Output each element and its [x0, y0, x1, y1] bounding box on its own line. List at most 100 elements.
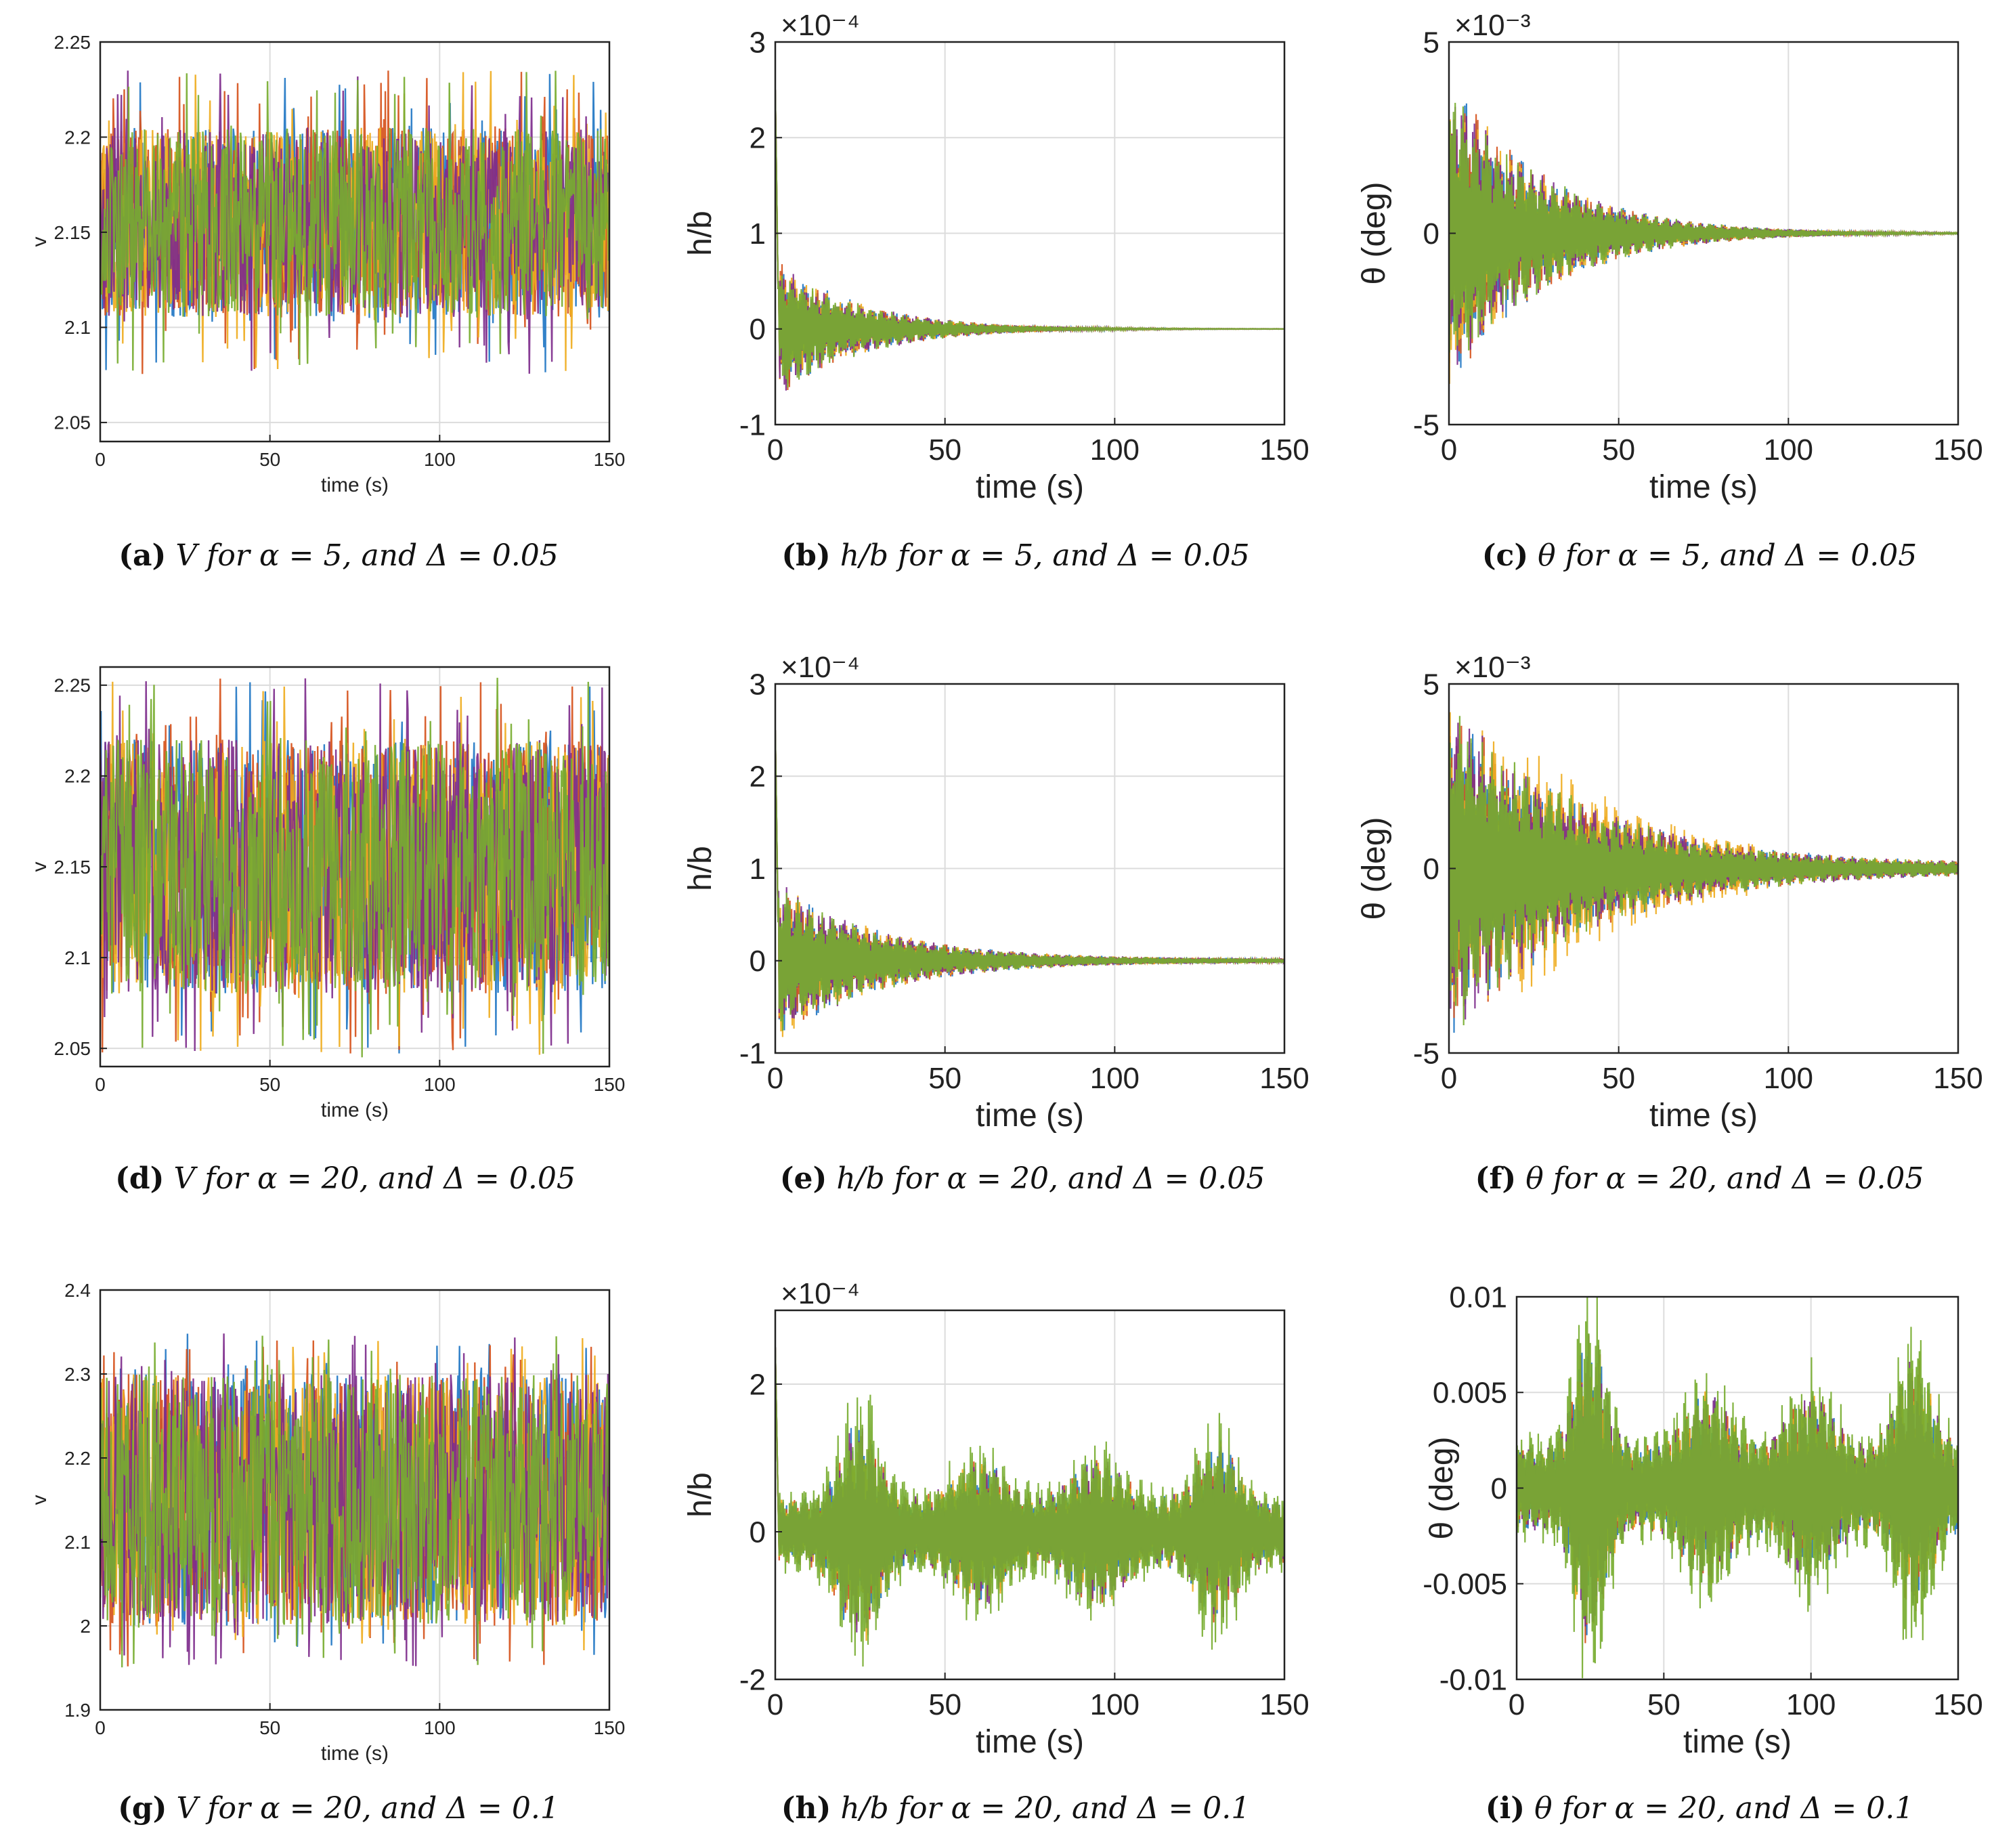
y-tick-label: 1: [750, 217, 766, 251]
y-tick-label: -2: [739, 1663, 766, 1696]
x-tick-label: 0: [767, 1688, 783, 1721]
series-group: [100, 677, 609, 1058]
y-tick-label: 0: [1423, 853, 1439, 886]
y-tick-label: 0: [1423, 217, 1439, 251]
x-tick-label: 150: [1259, 433, 1309, 467]
x-tick-label: 0: [95, 449, 106, 470]
x-tick-label: 50: [928, 1688, 961, 1721]
y-axis-label: v: [28, 862, 51, 872]
y-tick-label: 2.3: [64, 1364, 91, 1385]
x-axis-label: time (s): [1649, 469, 1758, 505]
x-tick-label: 100: [1090, 433, 1140, 467]
caption-g: (g) V for α = 20, and Δ = 0.1: [118, 1791, 559, 1826]
x-axis-label: time (s): [321, 1742, 389, 1765]
caption-e: (e) h/b for α = 20, and Δ = 0.05: [779, 1161, 1265, 1196]
x-tick-label: 50: [259, 1074, 280, 1095]
y-tick-label: 3: [750, 26, 766, 59]
y-tick-label: 2.2: [64, 1448, 91, 1469]
x-tick-label: 50: [259, 449, 280, 470]
series-line-green: [100, 70, 609, 371]
y-tick-label: 0.01: [1449, 1281, 1507, 1314]
x-tick-label: 50: [259, 1717, 280, 1738]
axis-exponent: ×10⁻³: [1454, 651, 1531, 684]
y-tick-label: -0.005: [1423, 1568, 1507, 1601]
x-tick-label: 50: [928, 433, 961, 467]
x-axis-label: time (s): [321, 474, 389, 496]
y-axis-label: v: [28, 237, 51, 247]
y-axis-label: h/b: [682, 1472, 718, 1518]
x-tick-label: 150: [1933, 1688, 1982, 1721]
y-tick-label: 0: [750, 313, 766, 346]
y-tick-label: 2.2: [64, 127, 91, 148]
axis-exponent: ×10⁻⁴: [781, 651, 860, 684]
series-group: [1449, 712, 1958, 1033]
y-axis-label: h/b: [682, 846, 718, 891]
x-tick-label: 50: [928, 1062, 961, 1095]
series-line-green: [100, 677, 609, 1058]
x-tick-label: 0: [95, 1074, 106, 1095]
series-line-green: [100, 1335, 609, 1668]
caption-f: (f) θ for α = 20, and Δ = 0.05: [1475, 1161, 1924, 1196]
caption-i: (i) θ for α = 20, and Δ = 0.1: [1485, 1791, 1914, 1826]
y-tick-label: 2: [750, 1368, 766, 1401]
y-tick-label: -1: [739, 1037, 766, 1070]
y-tick-label: 2.1: [64, 317, 91, 338]
series-group: [100, 70, 609, 374]
axis-exponent: ×10⁻⁴: [781, 9, 860, 42]
y-tick-label: -0.01: [1439, 1663, 1507, 1696]
y-tick-label: 5: [1423, 668, 1439, 701]
y-tick-label: 1.9: [64, 1700, 91, 1721]
x-tick-label: 100: [1786, 1688, 1836, 1721]
x-tick-label: 150: [1259, 1688, 1309, 1721]
y-tick-label: 2.05: [54, 412, 91, 433]
x-tick-label: 50: [1647, 1688, 1681, 1721]
axes-box: [99, 1289, 611, 1711]
axis-exponent: ×10⁻³: [1454, 9, 1531, 42]
x-tick-label: 100: [1764, 433, 1813, 467]
x-axis-label: time (s): [321, 1099, 389, 1121]
chart-d: 0 50 100 150 2.05 2.1 2.15 2.2 2.25 time (s) v: [28, 666, 625, 1121]
y-tick-label: 0: [750, 1516, 766, 1549]
y-tick-label: 2.15: [54, 222, 91, 243]
x-tick-label: 100: [1090, 1062, 1140, 1095]
x-tick-label: 150: [1259, 1062, 1309, 1095]
y-tick-label: 2.05: [54, 1038, 91, 1059]
x-tick-label: 0: [767, 433, 783, 467]
y-tick-label: -1: [739, 408, 766, 442]
axes-box: [774, 1309, 1286, 1681]
x-tick-label: 0: [1509, 1688, 1525, 1721]
y-axis-label: h/b: [682, 211, 718, 256]
x-tick-label: 100: [1090, 1688, 1140, 1721]
x-tick-label: 150: [1933, 433, 1982, 467]
series-group: [775, 89, 1284, 391]
series-line-purple: [100, 1333, 609, 1667]
x-tick-label: 50: [1602, 433, 1635, 467]
x-tick-label: 150: [594, 449, 626, 470]
x-tick-label: 150: [594, 1717, 626, 1738]
x-axis-label: time (s): [976, 1724, 1084, 1760]
x-tick-label: 0: [1441, 1062, 1457, 1095]
x-tick-label: 100: [1764, 1062, 1813, 1095]
caption-d: (d) V for α = 20, and Δ = 0.05: [115, 1161, 576, 1196]
y-tick-label: 2.25: [54, 675, 91, 696]
series-line-green: [775, 89, 1284, 388]
x-axis-label: time (s): [976, 469, 1084, 505]
caption-c: (c) θ for α = 5, and Δ = 0.05: [1481, 538, 1918, 573]
series-group: [775, 730, 1284, 1037]
series-group: [1449, 102, 1958, 384]
x-tick-label: 100: [424, 1717, 456, 1738]
chart-a: 0 50 100 150 2.05 2.1 2.15 2.2 2.25 time (s) v: [28, 32, 625, 496]
caption-h: (h) h/b for α = 20, and Δ = 0.1: [781, 1791, 1251, 1826]
y-axis-label: θ (deg): [1424, 1436, 1460, 1539]
y-tick-label: 2: [750, 760, 766, 794]
y-tick-label: 5: [1423, 26, 1439, 59]
series-line-green: [1517, 1297, 1958, 1679]
series-line-green: [775, 1347, 1284, 1667]
caption-a: (a) V for α = 5, and Δ = 0.05: [118, 538, 559, 573]
y-tick-label: 2.1: [64, 1532, 91, 1553]
